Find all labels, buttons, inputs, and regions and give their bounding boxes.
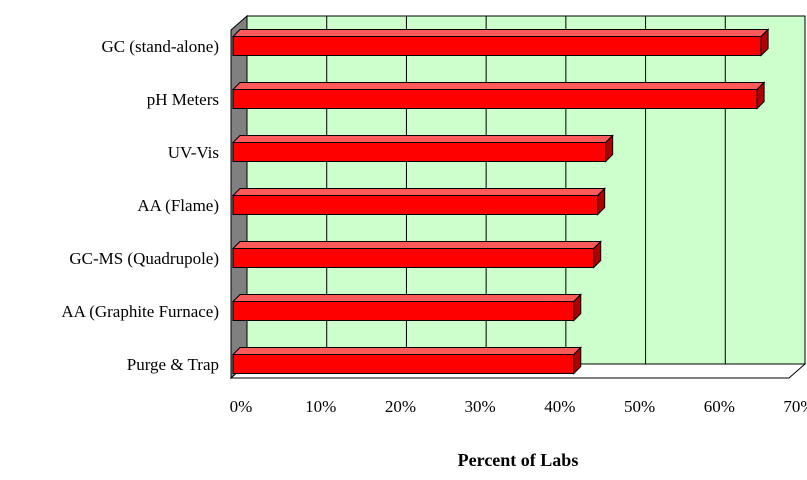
bar-side [760,28,769,57]
x-tick-label: 20% [385,397,416,416]
bar-top [231,347,582,355]
x-tick-label: 50% [624,397,655,416]
bar-side [593,240,602,269]
bar [231,28,770,57]
x-tick-label: 0% [230,397,253,416]
bar-front [232,36,762,56]
bar-top [231,135,614,143]
x-axis-title: Percent of Labs [458,450,579,470]
bar-front [232,248,595,268]
chart-bars [231,28,770,375]
category-label: GC (stand-alone) [101,37,219,56]
bar-side [756,81,765,110]
category-label: AA (Graphite Furnace) [61,302,219,321]
bar-top [231,188,606,196]
category-label: GC-MS (Quadrupole) [69,249,219,268]
bar-front [232,354,575,374]
x-tick-label: 10% [305,397,336,416]
bar-front [232,195,599,215]
bar-top [231,29,770,37]
bar-front [232,89,758,109]
bar [231,346,582,375]
x-tick-label: 30% [465,397,496,416]
category-label: Purge & Trap [127,355,219,374]
x-tick-label: 40% [544,397,575,416]
bar [231,187,606,216]
category-label: AA (Flame) [137,196,219,215]
category-label: UV-Vis [168,143,219,162]
bar-side [597,187,606,216]
x-tick-labels: 0% 10% 20% 30% 40% 50% 60% 70% [230,397,807,416]
bar-front [232,301,575,321]
category-label: pH Meters [147,90,219,109]
bar [231,81,766,110]
bar [231,293,582,322]
bar-front [232,142,607,162]
bar [231,240,602,269]
bar-side [573,346,582,375]
x-tick-label: 60% [704,397,735,416]
bar-side [573,293,582,322]
bar-top [231,241,602,249]
bar-top [231,82,766,90]
category-labels: GC (stand-alone) pH Meters UV-Vis AA (Flame… [61,37,219,374]
x-tick-label: 70% [783,397,807,416]
bar-top [231,294,582,302]
bar [231,134,614,163]
bar-side [605,134,614,163]
